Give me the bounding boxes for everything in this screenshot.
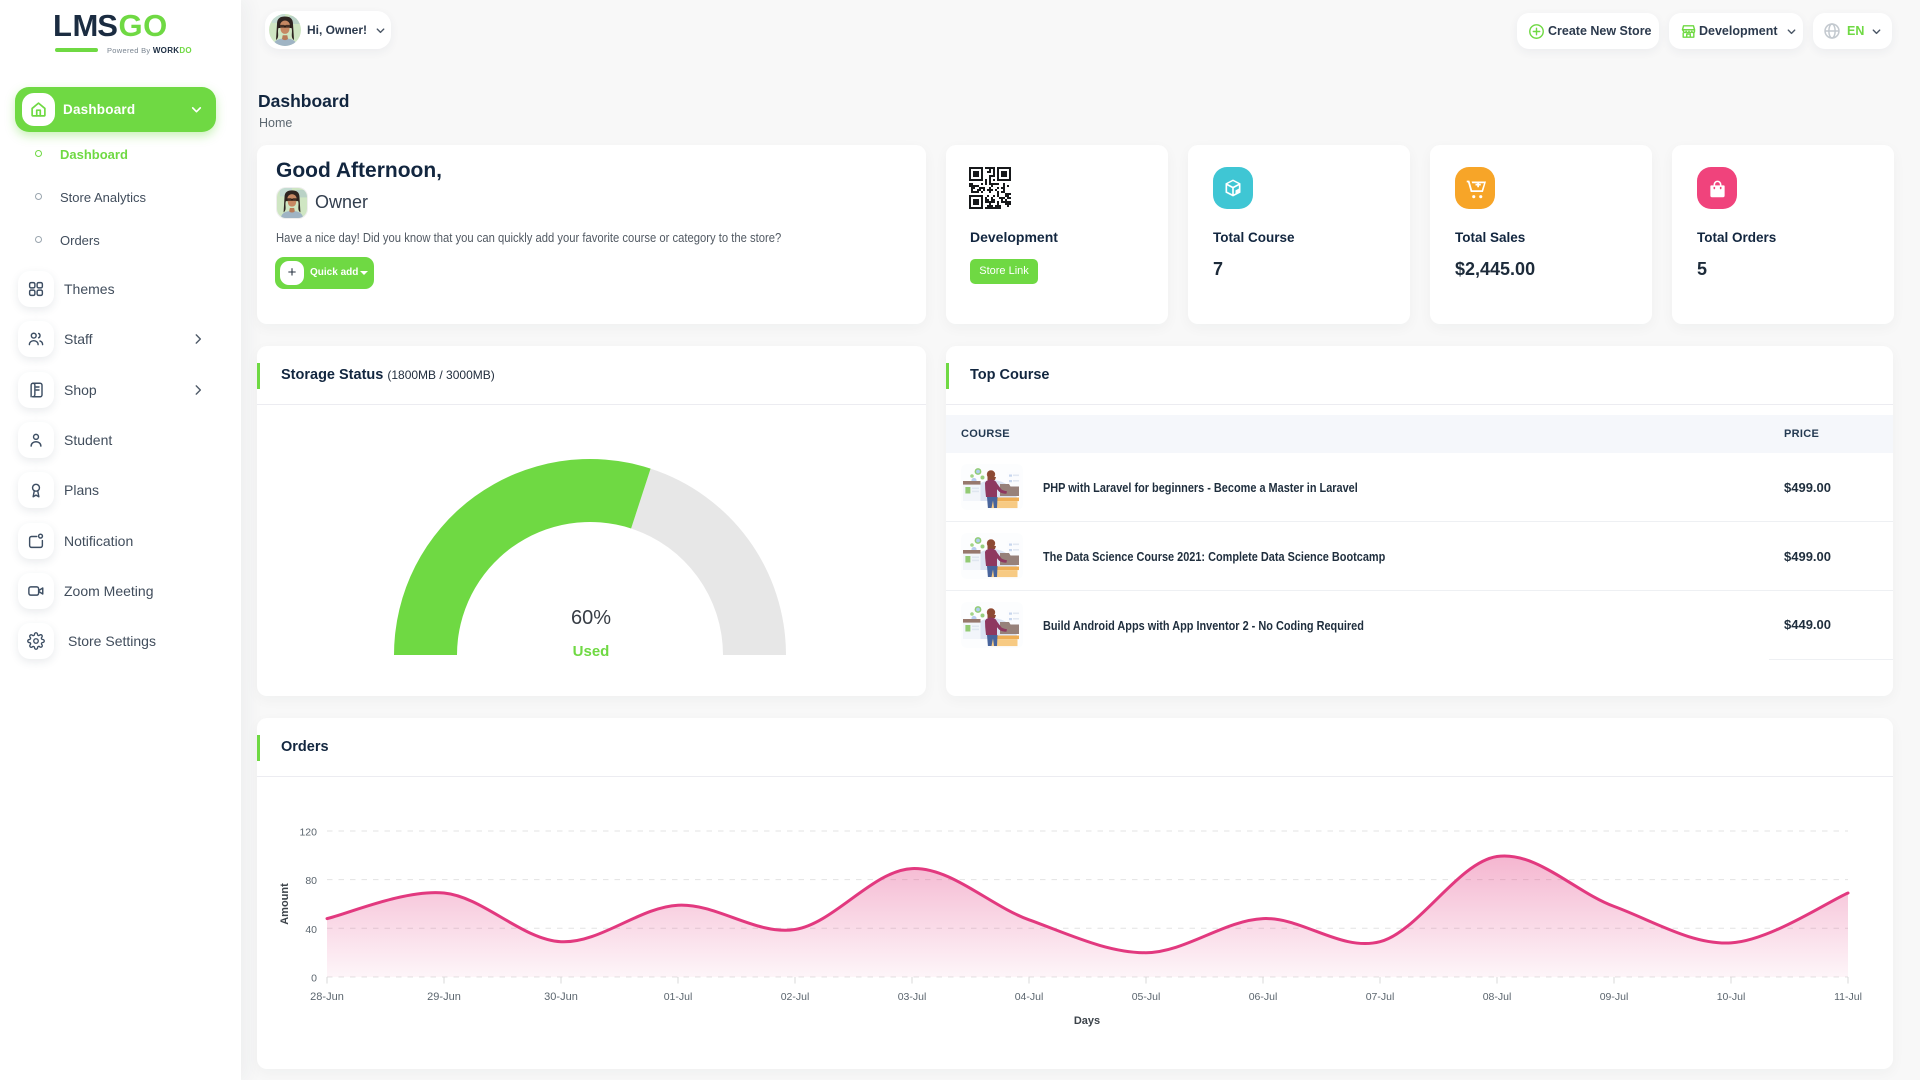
- svg-text:10-Jul: 10-Jul: [1717, 991, 1746, 1003]
- svg-text:02-Jul: 02-Jul: [781, 991, 810, 1003]
- svg-text:Amount: Amount: [279, 883, 291, 925]
- svg-text:01-Jul: 01-Jul: [664, 991, 693, 1003]
- svg-text:07-Jul: 07-Jul: [1366, 991, 1395, 1003]
- svg-text:09-Jul: 09-Jul: [1600, 991, 1629, 1003]
- svg-text:0: 0: [311, 973, 317, 985]
- svg-text:06-Jul: 06-Jul: [1249, 991, 1278, 1003]
- svg-text:05-Jul: 05-Jul: [1132, 991, 1161, 1003]
- svg-text:11-Jul: 11-Jul: [1834, 991, 1862, 1003]
- svg-text:Days: Days: [1074, 1015, 1100, 1027]
- svg-text:40: 40: [305, 924, 317, 936]
- svg-text:30-Jun: 30-Jun: [544, 991, 578, 1003]
- svg-text:Used: Used: [573, 643, 610, 660]
- svg-text:120: 120: [299, 827, 317, 839]
- svg-text:29-Jun: 29-Jun: [427, 991, 461, 1003]
- svg-text:03-Jul: 03-Jul: [898, 991, 927, 1003]
- svg-text:08-Jul: 08-Jul: [1483, 991, 1512, 1003]
- svg-text:80: 80: [305, 875, 317, 887]
- svg-text:60%: 60%: [571, 607, 611, 629]
- svg-text:04-Jul: 04-Jul: [1015, 991, 1044, 1003]
- svg-text:28-Jun: 28-Jun: [310, 991, 344, 1003]
